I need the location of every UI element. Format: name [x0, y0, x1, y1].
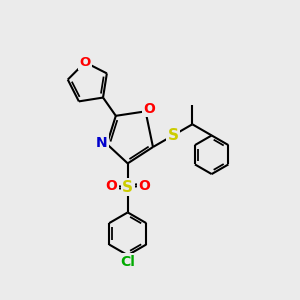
Text: Cl: Cl [120, 255, 135, 269]
Text: S: S [122, 180, 133, 195]
Text: O: O [138, 179, 150, 193]
Text: O: O [143, 102, 155, 116]
Text: O: O [105, 179, 117, 193]
Text: S: S [167, 128, 178, 143]
Text: N: N [96, 136, 107, 150]
Text: O: O [80, 56, 91, 69]
